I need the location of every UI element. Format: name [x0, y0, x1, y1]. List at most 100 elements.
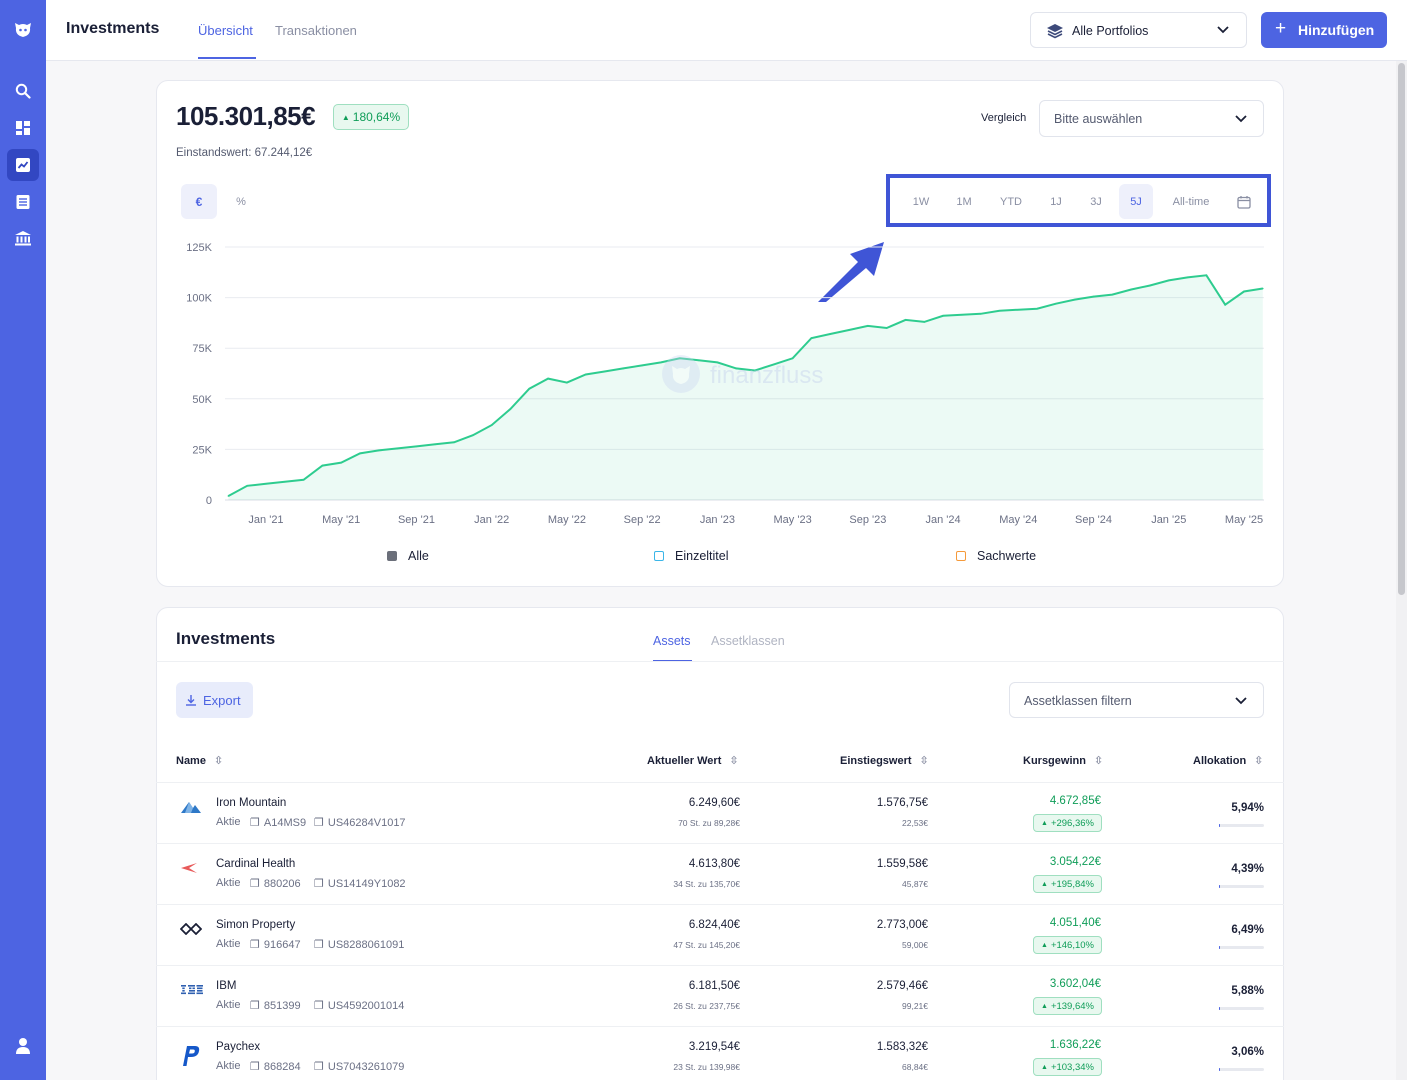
copy-icon: ❐ [250, 817, 260, 829]
data-point [961, 314, 963, 316]
dashboard-icon[interactable] [7, 112, 39, 144]
range-5j[interactable]: 5J [1119, 184, 1153, 219]
table-row[interactable]: Paychex Aktie ❐ 868284 ❐ US7043261079 3.219,54… [156, 1026, 1284, 1080]
data-point [227, 495, 230, 497]
asset-wkn[interactable]: ❐ 851399 [250, 1000, 301, 1012]
investments-icon[interactable] [7, 149, 39, 181]
sort-icon: ⇳ [919, 755, 929, 767]
arrow-up-icon: ▲ [1041, 1063, 1048, 1071]
arrow-up-icon: ▲ [1041, 819, 1048, 827]
asset-type: Aktie [216, 938, 241, 950]
table-row[interactable]: Cardinal Health Aktie ❐ 880206 ❐ US14149Y1082… [156, 843, 1284, 904]
current-value: 6.249,60€ [688, 797, 740, 809]
asset-isin[interactable]: ❐ US7043261079 [314, 1061, 405, 1073]
range-all-time[interactable]: All-time [1172, 195, 1210, 208]
current-value-detail: 23 St. zu 139,98€ [673, 1062, 740, 1072]
logo-icon[interactable] [7, 14, 39, 46]
x-tick-label: May '23 [774, 514, 812, 526]
asset-name[interactable]: IBM [216, 980, 237, 992]
allocation-value: 3,06% [1231, 1046, 1264, 1058]
copy-icon: ❐ [250, 878, 260, 890]
asset-name[interactable]: Cardinal Health [216, 858, 296, 870]
data-point [791, 357, 794, 360]
allocation-value: 5,88% [1231, 985, 1264, 997]
table-row[interactable]: Iron Mountain Aktie ❐ A14MS9 ❐ US46284V1017 6.… [156, 782, 1284, 843]
range-1j[interactable]: 1J [1050, 195, 1062, 208]
current-value: 6.824,40€ [688, 919, 740, 931]
tab-assets[interactable]: Assets [653, 634, 691, 648]
data-point [359, 452, 361, 455]
asset-wkn[interactable]: ❐ 916647 [250, 939, 301, 951]
change-badge: ▲ 180,64% [333, 104, 409, 130]
data-point [528, 387, 531, 390]
asset-name[interactable]: Simon Property [216, 919, 296, 931]
add-button[interactable]: + Hinzufügen [1261, 12, 1387, 48]
data-point [810, 337, 813, 339]
column-header-allocation[interactable]: Allokation ⇳ [1193, 755, 1264, 767]
range-1w[interactable]: 1W [912, 195, 930, 208]
table-row[interactable]: Simon Property Aktie ❐ 916647 ❐ US8288061091 6… [156, 904, 1284, 965]
gain-pct-badge: ▲ +195,84% [1033, 875, 1102, 893]
export-button[interactable]: Export [176, 682, 253, 718]
asset-isin[interactable]: ❐ US14149Y1082 [314, 878, 406, 890]
y-tick-label: 125K [186, 242, 212, 254]
series-points [227, 274, 1264, 497]
entry-value: 2.579,46€ [876, 980, 928, 992]
data-point [396, 447, 399, 450]
asset-isin[interactable]: ❐ US8288061091 [314, 939, 405, 951]
watermark-text: finanzfluss [710, 362, 823, 389]
data-point [716, 361, 719, 364]
unit-percent-toggle[interactable]: % [236, 195, 246, 208]
assetclass-filter-select[interactable]: Assetklassen filtern [1009, 682, 1264, 718]
column-header-current-value[interactable]: Aktueller Wert ⇳ [647, 755, 739, 767]
column-header-gain[interactable]: Kursgewinn ⇳ [1023, 755, 1104, 767]
copy-icon: ❐ [314, 1000, 324, 1012]
tab-assetklassen[interactable]: Assetklassen [711, 634, 785, 648]
current-value: 6.181,50€ [688, 980, 740, 992]
series-area [228, 275, 1263, 500]
compare-select[interactable]: Bitte auswählen [1039, 100, 1264, 137]
column-header-entry-value[interactable]: Einstiegswert ⇳ [840, 755, 929, 767]
asset-wkn[interactable]: ❐ A14MS9 [250, 817, 307, 829]
x-tick-label: May '22 [548, 514, 586, 526]
asset-wkn[interactable]: ❐ 868284 [250, 1061, 301, 1073]
column-header-name[interactable]: Name ⇳ [176, 755, 224, 767]
table-row[interactable]: IBM Aktie ❐ 851399 ❐ US4592001014 6.181,50€ 26 … [156, 965, 1284, 1026]
range-1m[interactable]: 1M [956, 195, 972, 208]
data-point [848, 329, 850, 331]
page-scrollbar[interactable] [1396, 61, 1407, 1080]
add-button-label: Hinzufügen [1298, 22, 1375, 38]
asset-name[interactable]: Paychex [216, 1041, 261, 1053]
divider [156, 661, 1284, 662]
transactions-icon[interactable] [7, 186, 39, 218]
entry-value-detail: 22,53€ [902, 818, 928, 828]
user-icon[interactable] [7, 1030, 39, 1062]
asset-isin[interactable]: ❐ US46284V1017 [314, 817, 406, 829]
data-point [603, 370, 606, 373]
calendar-icon[interactable] [1229, 184, 1259, 219]
entry-value-detail: 45,87€ [902, 879, 928, 889]
gain-value: 4.051,40€ [1049, 917, 1101, 929]
range-3j[interactable]: 3J [1090, 195, 1102, 208]
assetclass-filter-placeholder: Assetklassen filtern [1024, 694, 1132, 708]
tab-overview[interactable]: Übersicht [198, 23, 253, 38]
x-tick-label: Jan '25 [1151, 514, 1186, 526]
copy-icon: ❐ [314, 817, 324, 829]
asset-name[interactable]: Iron Mountain [216, 797, 287, 809]
asset-isin[interactable]: ❐ US4592001014 [314, 1000, 405, 1012]
asset-wkn[interactable]: ❐ 880206 [250, 878, 301, 890]
data-point [509, 408, 512, 410]
search-icon[interactable] [7, 75, 39, 107]
allocation-value: 5,94% [1231, 802, 1264, 814]
download-icon [186, 695, 196, 706]
entry-value: 1.576,75€ [876, 797, 928, 809]
scrollbar-thumb[interactable] [1398, 63, 1405, 595]
bank-icon[interactable] [7, 222, 39, 254]
gain-value: 4.672,85€ [1049, 795, 1101, 807]
range-ytd[interactable]: YTD [1000, 195, 1022, 208]
portfolio-select[interactable]: Alle Portfolios [1030, 12, 1247, 48]
asset-logo [180, 861, 198, 879]
tab-transactions[interactable]: Transaktionen [275, 23, 357, 38]
unit-euro-toggle[interactable]: € [181, 184, 217, 219]
data-point [453, 441, 455, 444]
